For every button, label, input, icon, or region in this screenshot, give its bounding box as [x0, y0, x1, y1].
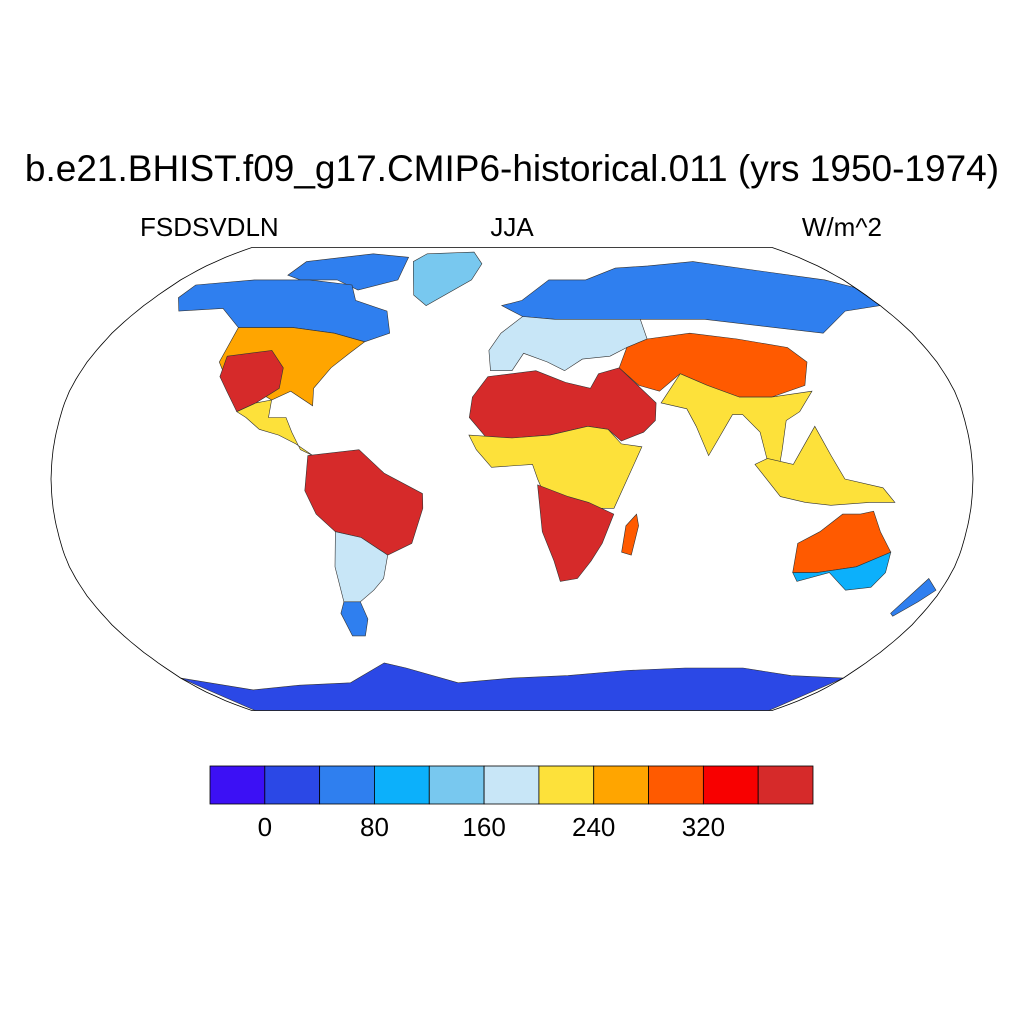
- colorbar-box: [374, 765, 430, 805]
- colorbar-box: [264, 765, 321, 805]
- colorbar-box: [538, 765, 595, 805]
- land-region-africa-tropics: [468, 425, 643, 509]
- colorbar-tick-label: 320: [681, 812, 726, 842]
- land-region-patagonia: [340, 601, 369, 637]
- plot-title: b.e21.BHIST.f09_g17.CMIP6-historical.011…: [24, 148, 1000, 189]
- land-region-australia-south: [792, 551, 892, 591]
- colorbar-tick-label: 160: [462, 812, 506, 842]
- units-label: W/m^2: [801, 212, 882, 242]
- land-region-mexico-central-america: [236, 399, 314, 456]
- land-region-greenland: [413, 251, 483, 306]
- colorbar-tick-label: 0: [257, 812, 273, 842]
- colorbar-box: [702, 765, 759, 805]
- land-region-amazon: [304, 449, 424, 556]
- land-region-madagascar: [621, 513, 639, 556]
- land-region-arctic-canada: [287, 253, 410, 291]
- colorbar-box: [648, 765, 704, 805]
- variable-name: FSDSVDLN: [140, 212, 279, 242]
- map-boundary: [50, 247, 974, 711]
- colorbar-box: [593, 765, 649, 805]
- colorbar-box: [483, 765, 540, 805]
- season-label: JJA: [490, 212, 534, 242]
- colorbar-box: [757, 765, 814, 805]
- colorbar-tick-label: 240: [571, 812, 616, 842]
- colorbar-box: [428, 765, 485, 805]
- land-region-antarctica: [180, 662, 844, 711]
- land-region-new-zealand: [890, 578, 937, 617]
- colorbar-tick-label: 80: [360, 812, 389, 842]
- land-region-maritime-continent: [754, 425, 896, 506]
- colorbar-box: [209, 765, 266, 805]
- land-region-central-asia: [618, 332, 808, 398]
- land-region-south-america-south: [334, 531, 389, 603]
- land-region-southern-africa: [537, 484, 615, 582]
- land-region-europe-midlat: [488, 316, 648, 372]
- colorbar-box: [319, 765, 375, 805]
